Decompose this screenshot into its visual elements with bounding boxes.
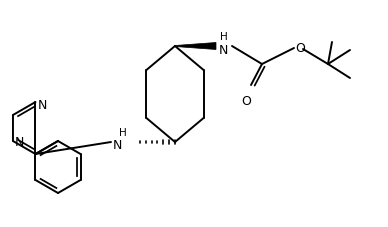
Text: N: N [15, 135, 24, 148]
Text: N: N [219, 43, 229, 56]
Polygon shape [175, 43, 216, 50]
Text: H: H [220, 32, 228, 42]
Text: O: O [241, 95, 251, 108]
Text: N: N [113, 139, 122, 152]
Text: N: N [38, 98, 47, 111]
Text: H: H [119, 127, 127, 137]
Text: O: O [295, 41, 305, 54]
